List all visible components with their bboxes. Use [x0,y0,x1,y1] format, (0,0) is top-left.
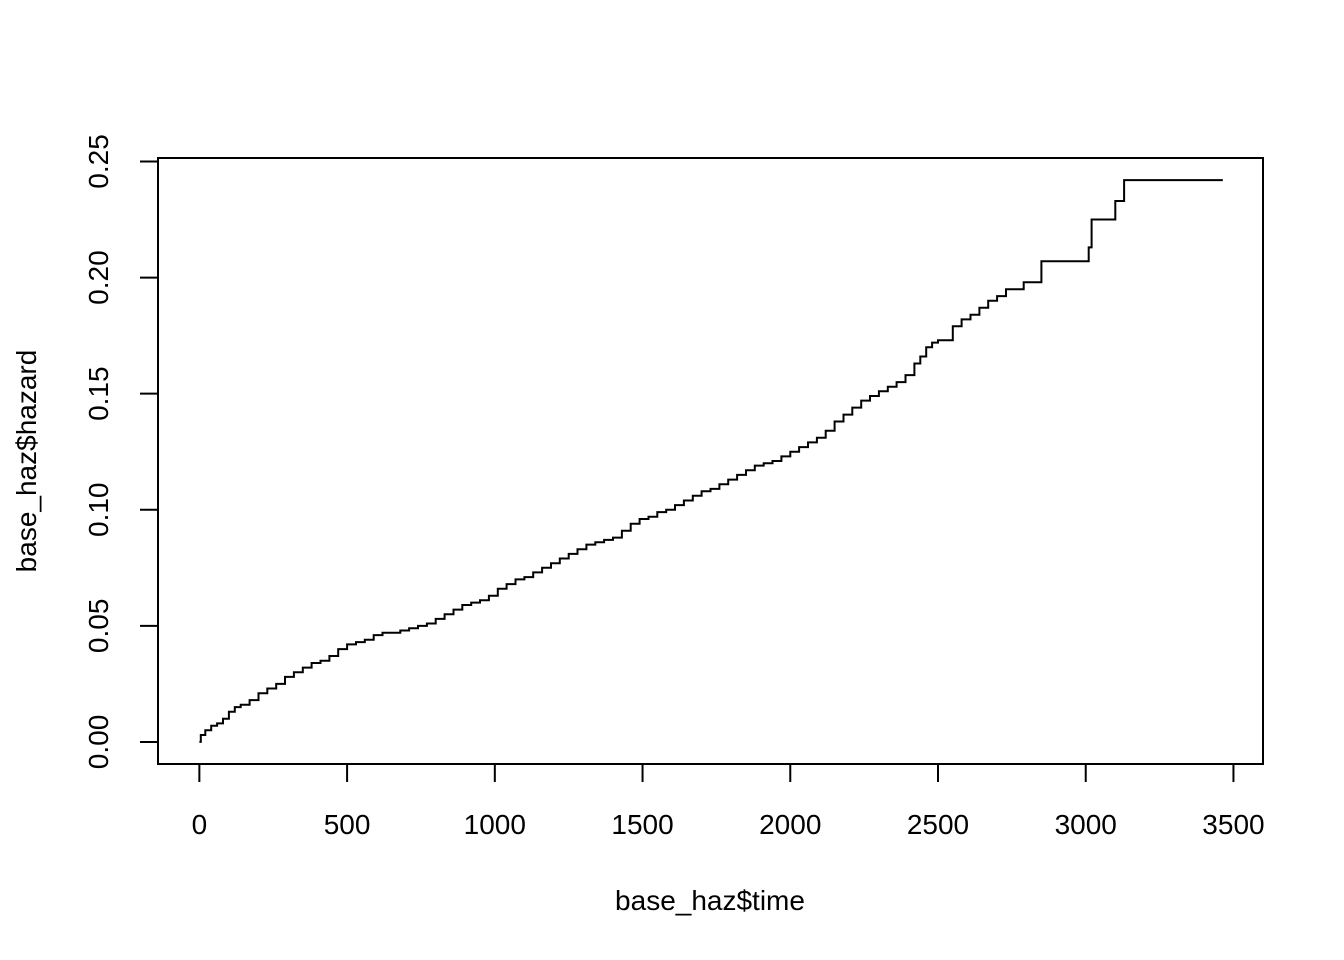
x-axis-label: base_haz$time [615,885,805,916]
x-tick-label: 1500 [611,809,673,840]
x-tick-label: 1000 [464,809,526,840]
y-axis-label: base_haz$hazard [11,350,42,573]
plot-frame [157,157,1264,765]
x-tick-label: 3000 [1055,809,1117,840]
hazard-series-line [199,179,1223,743]
x-axis: 0 500 1000 1500 2000 2500 3000 3500 [192,763,1265,840]
y-tick-label: 0.05 [83,599,114,654]
y-tick-label: 0.10 [83,483,114,538]
y-axis: 0.00 0.05 0.10 0.15 0.20 0.25 [83,134,159,770]
x-tick-label: 500 [324,809,371,840]
x-tick-label: 2000 [759,809,821,840]
x-tick-label: 3500 [1202,809,1264,840]
x-tick-label: 0 [192,809,208,840]
y-tick-label: 0.15 [83,366,114,421]
x-tick-label: 2500 [907,809,969,840]
y-tick-label: 0.00 [83,715,114,770]
y-tick-label: 0.25 [83,134,114,189]
y-tick-label: 0.20 [83,250,114,305]
